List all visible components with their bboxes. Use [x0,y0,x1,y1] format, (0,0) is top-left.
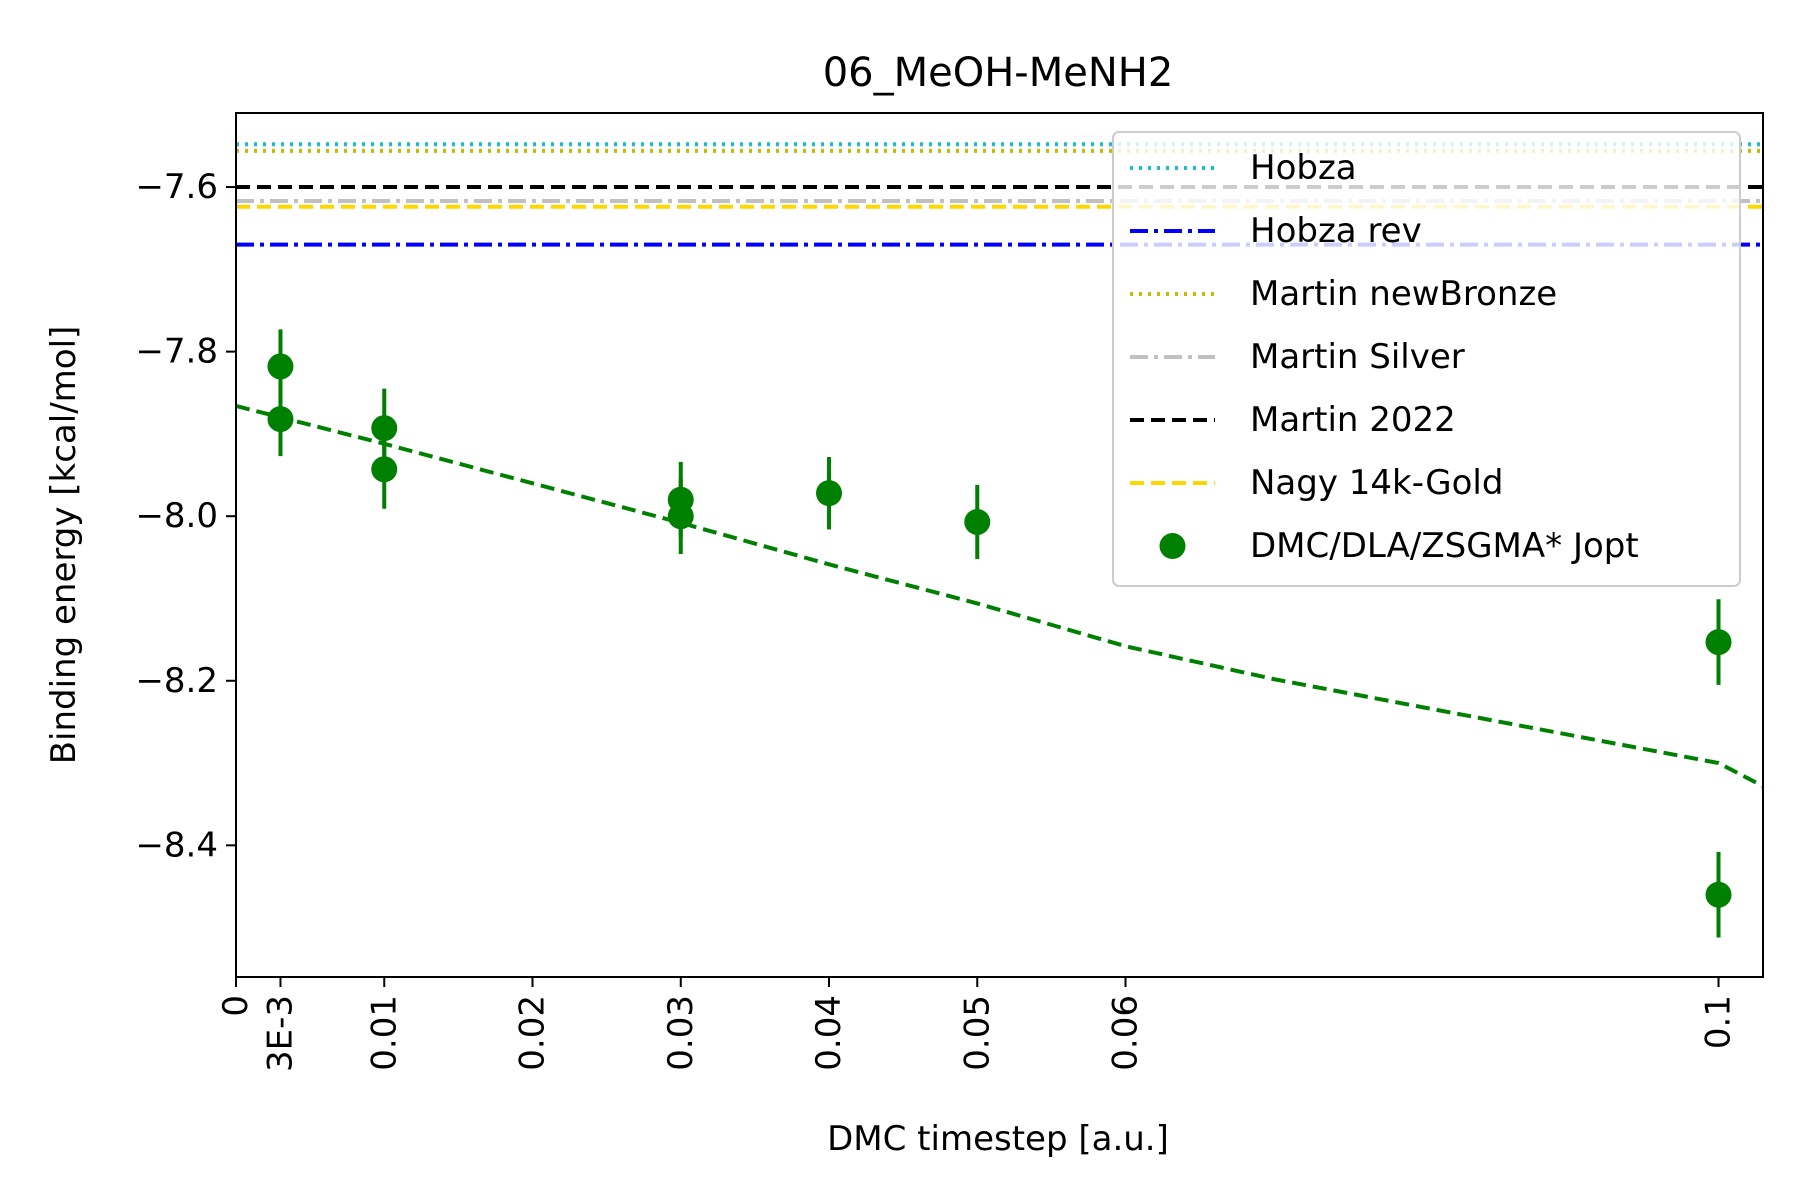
legend-label-1: Hobza rev [1250,211,1422,251]
x-axis: 0 3E-3 0.01 0.02 0.03 0.04 0.05 0.06 0.1 [216,977,1739,1072]
data-points [267,329,1732,938]
data-point-5 [667,503,694,530]
legend-label-3: Martin Silver [1250,337,1465,377]
y-tick-label-1: −7.8 [135,332,218,372]
y-axis-label: Binding energy [kcal/mol] [44,326,84,765]
y-tick-label-0: −7.6 [135,167,218,207]
x-tick-label-2: 0.01 [364,995,404,1071]
x-tick-label-8: 0.1 [1699,995,1739,1049]
x-tick-label-6: 0.05 [957,995,997,1071]
data-point-0 [267,353,294,380]
x-tick-label-0: 0 [216,995,256,1017]
x-tick-label-1: 3E-3 [260,995,300,1072]
y-axis: −7.6 −7.8 −8.0 −8.2 −8.4 [135,167,236,865]
x-tick-label-5: 0.04 [809,995,849,1071]
x-tick-label-7: 0.06 [1106,995,1146,1071]
data-point-1 [267,406,294,433]
legend-label-2: Martin newBronze [1250,274,1557,314]
legend: Hobza Hobza rev Martin newBronze Martin Sil… [1112,131,1741,587]
x-tick-label-4: 0.03 [661,995,701,1071]
legend-handle-6 [1159,533,1186,559]
data-point-3 [371,456,398,483]
legend-label-4: Martin 2022 [1250,400,1456,440]
plot-frame [235,112,1764,978]
legend-label-0: Hobza [1250,148,1357,188]
legend-label-5: Nagy 14k-Gold [1250,463,1503,503]
legend-label-6: DMC/DLA/ZSGMA* Jopt [1250,526,1639,566]
x-axis-label: DMC timestep [a.u.] [827,1119,1169,1159]
y-tick-label-3: −8.2 [135,661,218,701]
data-point-7 [964,508,991,535]
data-point-6 [816,480,843,507]
data-point-9 [1705,881,1732,908]
fit-layer [236,403,1763,788]
y-tick-label-4: −8.4 [135,825,218,865]
data-point-2 [371,415,398,442]
fit-line [236,403,1763,788]
chart-title: 06_MeOH-MeNH2 [823,50,1174,96]
data-point-8 [1705,629,1732,656]
y-tick-label-2: −8.0 [135,496,218,536]
x-tick-label-3: 0.02 [513,995,553,1071]
legend-box [1112,131,1741,587]
